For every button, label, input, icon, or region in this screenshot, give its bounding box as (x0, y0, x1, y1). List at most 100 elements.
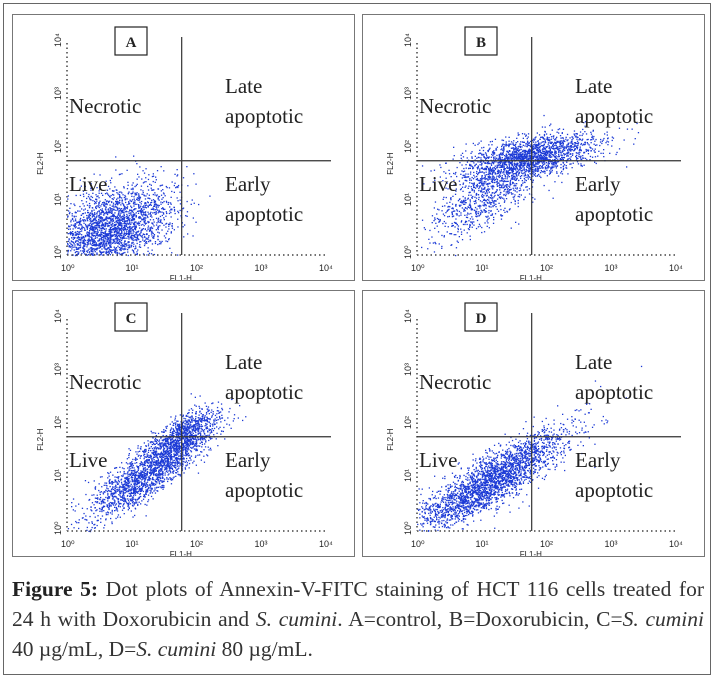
data-point (448, 169, 450, 171)
data-point (509, 184, 511, 186)
data-point (558, 128, 561, 130)
data-point (562, 168, 564, 171)
data-point (174, 173, 176, 175)
data-point (123, 204, 125, 206)
data-point (482, 204, 484, 206)
data-point (78, 242, 80, 244)
data-point (477, 143, 479, 146)
data-point (441, 234, 443, 237)
y-tick-label: 10² (53, 140, 63, 153)
data-point (89, 239, 91, 241)
data-point (100, 216, 103, 218)
data-point (131, 229, 134, 231)
data-point (88, 248, 90, 250)
data-point (99, 222, 101, 224)
data-point (473, 171, 475, 174)
data-point (161, 240, 163, 243)
data-point (559, 143, 561, 145)
data-point (98, 215, 100, 217)
data-point (83, 195, 85, 198)
data-point (543, 170, 545, 173)
data-point (94, 244, 96, 246)
data-point (160, 190, 162, 192)
data-point (136, 178, 138, 180)
data-point (465, 179, 467, 182)
data-point (584, 131, 586, 133)
data-point (554, 181, 556, 183)
data-point (526, 153, 528, 155)
data-point (469, 226, 471, 228)
data-point (74, 234, 76, 236)
data-point (541, 152, 543, 155)
data-point (462, 203, 465, 205)
data-point (626, 166, 628, 168)
data-point (512, 144, 515, 146)
data-point (568, 147, 570, 150)
data-point (115, 252, 117, 254)
data-point (484, 174, 486, 176)
data-point (480, 191, 482, 193)
data-point (82, 247, 84, 249)
data-point (429, 229, 431, 232)
data-point (98, 197, 100, 199)
data-point (543, 150, 545, 153)
data-point (76, 237, 78, 239)
data-point (514, 144, 516, 146)
data-point (145, 222, 147, 224)
data-point (74, 224, 76, 226)
data-point (461, 170, 463, 172)
data-point (520, 154, 523, 156)
data-point (472, 142, 474, 145)
data-point (91, 238, 93, 240)
data-point (600, 138, 602, 141)
data-point (499, 166, 501, 169)
data-point (119, 214, 121, 217)
data-point (142, 192, 144, 194)
data-point (449, 206, 451, 208)
data-point (532, 162, 535, 164)
data-point (121, 244, 124, 246)
data-point (145, 217, 147, 219)
data-point (91, 237, 93, 239)
data-point (515, 185, 517, 187)
data-point (77, 221, 79, 224)
data-point (502, 184, 504, 186)
data-point (511, 169, 513, 171)
data-point (523, 157, 525, 159)
data-point (480, 190, 482, 192)
data-point (477, 173, 479, 176)
data-point (105, 252, 107, 254)
data-point (119, 195, 121, 198)
data-point (562, 146, 564, 148)
data-point (514, 190, 516, 192)
data-point (104, 238, 106, 240)
data-point (470, 194, 472, 196)
data-point (93, 238, 95, 240)
data-point (110, 220, 112, 222)
data-point (95, 224, 97, 227)
data-point (195, 221, 197, 223)
data-point (507, 157, 509, 159)
data-point (140, 231, 142, 233)
data-point (112, 193, 114, 196)
data-point (504, 163, 506, 166)
data-point (518, 150, 520, 152)
data-point (93, 213, 95, 215)
data-point (77, 235, 79, 238)
data-point (547, 139, 549, 141)
data-point (591, 139, 593, 141)
data-point (131, 195, 133, 197)
data-point (162, 207, 164, 209)
data-point (521, 133, 524, 135)
data-point (132, 241, 134, 243)
data-point (116, 192, 118, 194)
data-point (108, 195, 111, 197)
data-point (535, 145, 537, 147)
data-point (488, 144, 490, 146)
data-point (480, 205, 482, 207)
data-point (483, 205, 485, 207)
data-point (561, 150, 564, 152)
data-point (142, 237, 144, 239)
data-point (481, 176, 483, 178)
data-point (586, 139, 588, 141)
